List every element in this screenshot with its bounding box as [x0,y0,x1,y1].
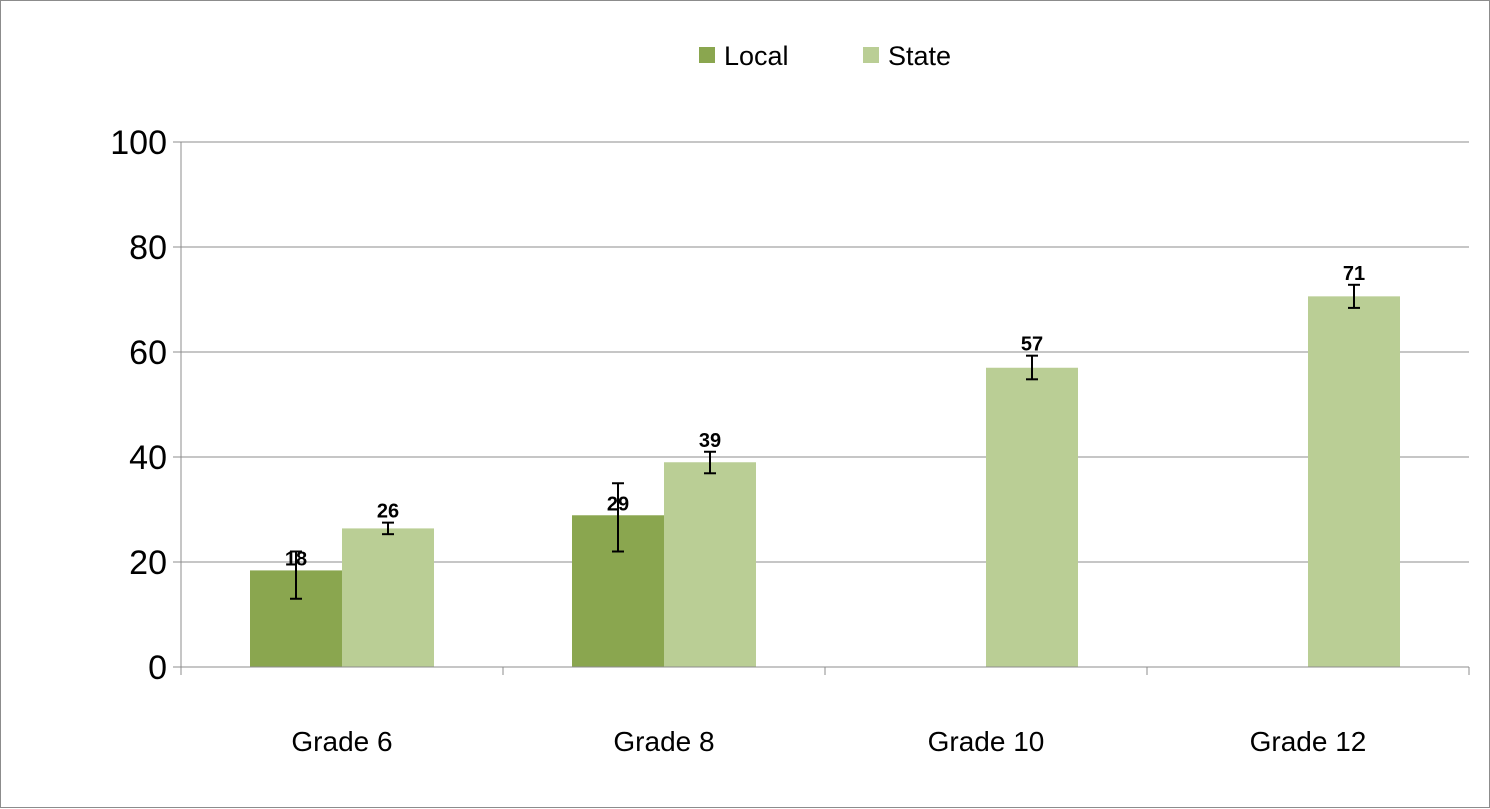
data-label: 26 [377,501,399,523]
y-tick-label: 0 [148,649,167,687]
y-tick-label: 100 [110,124,167,162]
data-label: 29 [607,493,629,515]
x-category-label: Grade 8 [613,726,714,757]
x-category-label: Grade 12 [1250,726,1367,757]
x-category-label: Grade 6 [291,726,392,757]
y-tick-label: 60 [129,334,167,372]
legend-label: State [888,41,951,71]
y-tick-label: 80 [129,229,167,267]
x-category-label: Grade 10 [928,726,1045,757]
data-label: 39 [699,430,721,452]
data-label: 57 [1021,334,1043,356]
bar-state [1308,296,1400,667]
y-tick-label: 20 [129,544,167,582]
bar-state [342,528,434,667]
legend-label: Local [724,41,789,71]
y-tick-label: 40 [129,439,167,477]
bar-state [986,367,1078,667]
legend-swatch-state [863,47,879,63]
bar-state [664,462,756,667]
data-label: 71 [1343,263,1365,285]
data-label: 18 [285,548,307,570]
legend-swatch-local [699,47,715,63]
